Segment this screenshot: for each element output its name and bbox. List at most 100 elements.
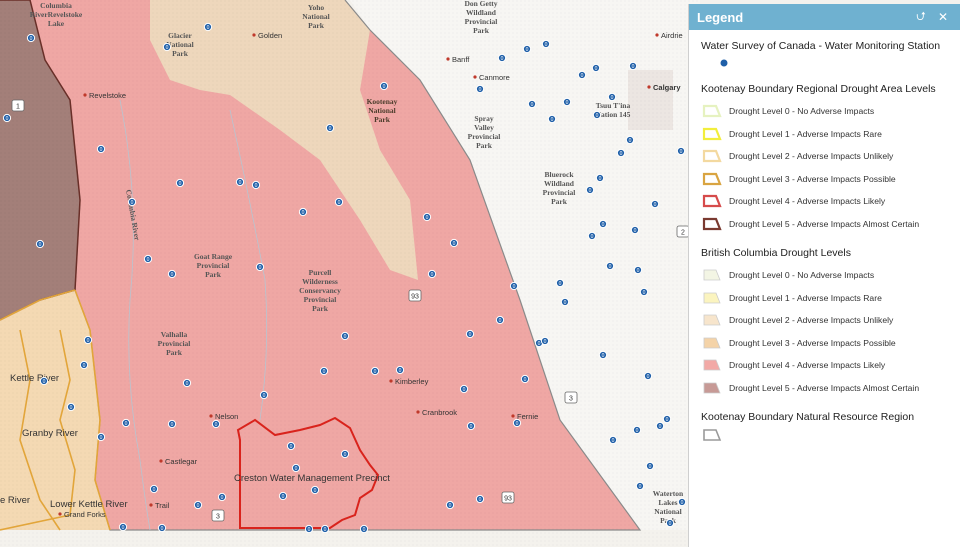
monitoring-station-marker[interactable]: 0: [167, 269, 177, 279]
monitoring-station-marker[interactable]: 0: [650, 199, 660, 209]
monitoring-station-marker[interactable]: 0: [182, 378, 192, 388]
monitoring-station-marker[interactable]: 0: [35, 239, 45, 249]
monitoring-station-marker[interactable]: 0: [359, 524, 369, 534]
monitoring-station-marker[interactable]: 0: [83, 335, 93, 345]
monitoring-station-marker[interactable]: 0: [286, 441, 296, 451]
monitoring-station-marker[interactable]: 0: [379, 81, 389, 91]
monitoring-station-marker[interactable]: 0: [162, 42, 172, 52]
monitoring-station-marker[interactable]: 0: [427, 269, 437, 279]
monitoring-station-marker[interactable]: 0: [676, 146, 686, 156]
monitoring-station-marker[interactable]: 0: [605, 261, 615, 271]
monitoring-station-marker[interactable]: 0: [495, 315, 505, 325]
monitoring-station-marker[interactable]: 0: [633, 265, 643, 275]
monitoring-station-marker[interactable]: 0: [630, 225, 640, 235]
monitoring-station-marker[interactable]: 0: [665, 518, 675, 528]
monitoring-station-marker[interactable]: 0: [157, 523, 167, 533]
monitoring-station-marker[interactable]: 0: [167, 419, 177, 429]
monitoring-station-marker[interactable]: 0: [39, 376, 49, 386]
monitoring-station-marker[interactable]: 0: [616, 148, 626, 158]
monitoring-station-marker[interactable]: 0: [211, 419, 221, 429]
monitoring-station-marker[interactable]: 0: [278, 491, 288, 501]
monitoring-station-marker[interactable]: 0: [66, 402, 76, 412]
monitoring-station-marker[interactable]: 0: [26, 33, 36, 43]
monitoring-station-marker[interactable]: 0: [2, 113, 12, 123]
monitoring-station-marker[interactable]: 0: [522, 44, 532, 54]
monitoring-station-marker[interactable]: 0: [465, 329, 475, 339]
monitoring-station-marker[interactable]: 0: [512, 418, 522, 428]
monitoring-station-marker[interactable]: 0: [475, 494, 485, 504]
monitoring-station-marker[interactable]: 0: [560, 297, 570, 307]
monitoring-station-marker[interactable]: 0: [445, 500, 455, 510]
monitoring-station-marker[interactable]: 0: [193, 500, 203, 510]
monitoring-station-marker[interactable]: 0: [325, 123, 335, 133]
monitoring-station-marker[interactable]: 0: [607, 92, 617, 102]
monitoring-station-marker[interactable]: 0: [334, 197, 344, 207]
monitoring-station-marker[interactable]: 0: [79, 360, 89, 370]
monitoring-station-marker[interactable]: 0: [577, 70, 587, 80]
monitoring-station-marker[interactable]: 0: [547, 114, 557, 124]
monitoring-station-marker[interactable]: 0: [422, 212, 432, 222]
monitoring-station-marker[interactable]: 0: [662, 414, 672, 424]
monitoring-station-marker[interactable]: 0: [127, 197, 137, 207]
monitoring-station-marker[interactable]: 0: [520, 374, 530, 384]
monitoring-station-marker[interactable]: 0: [635, 481, 645, 491]
monitoring-station-marker[interactable]: 0: [259, 390, 269, 400]
columbia-river-line: [119, 99, 151, 531]
monitoring-station-marker[interactable]: 0: [96, 144, 106, 154]
monitoring-station-marker[interactable]: 0: [497, 53, 507, 63]
monitoring-station-marker[interactable]: 0: [96, 432, 106, 442]
svg-text:0: 0: [513, 284, 516, 290]
chevrons-up-icon[interactable]: ⮍: [916, 8, 926, 23]
monitoring-station-marker[interactable]: 0: [628, 61, 638, 71]
monitoring-station-marker[interactable]: 0: [608, 435, 618, 445]
monitoring-station-marker[interactable]: 0: [562, 97, 572, 107]
monitoring-station-marker[interactable]: 0: [540, 336, 550, 346]
highway-shield-hwy93b: 93: [501, 491, 515, 504]
monitoring-station-marker[interactable]: 0: [639, 287, 649, 297]
monitoring-station-marker[interactable]: 0: [585, 185, 595, 195]
monitoring-station-marker[interactable]: 0: [395, 365, 405, 375]
monitoring-station-marker[interactable]: 0: [459, 384, 469, 394]
monitoring-station-marker[interactable]: 0: [625, 135, 635, 145]
monitoring-station-marker[interactable]: 0: [370, 366, 380, 376]
monitoring-station-marker[interactable]: 0: [598, 350, 608, 360]
monitoring-station-marker[interactable]: 0: [298, 207, 308, 217]
monitoring-station-marker[interactable]: 0: [319, 366, 329, 376]
monitoring-station-marker[interactable]: 0: [643, 371, 653, 381]
monitoring-station-marker[interactable]: 0: [304, 524, 314, 534]
monitoring-station-marker[interactable]: 0: [591, 63, 601, 73]
monitoring-station-marker[interactable]: 0: [340, 449, 350, 459]
monitoring-station-marker[interactable]: 0: [645, 461, 655, 471]
monitoring-station-marker[interactable]: 0: [149, 484, 159, 494]
monitoring-station-marker[interactable]: 0: [235, 177, 245, 187]
monitoring-station-marker[interactable]: 0: [251, 180, 261, 190]
monitoring-station-marker[interactable]: 0: [203, 22, 213, 32]
monitoring-station-marker[interactable]: 0: [475, 84, 485, 94]
monitoring-station-marker[interactable]: 0: [592, 110, 602, 120]
monitoring-station-marker[interactable]: 0: [509, 281, 519, 291]
legend-item-label: Drought Level 5 - Adverse Impacts Almost…: [729, 218, 920, 229]
monitoring-station-marker[interactable]: 0: [340, 331, 350, 341]
monitoring-station-marker[interactable]: 0: [555, 278, 565, 288]
monitoring-station-marker[interactable]: 0: [449, 238, 459, 248]
monitoring-station-marker[interactable]: 0: [255, 262, 265, 272]
close-icon[interactable]: ✕: [937, 10, 949, 24]
monitoring-station-marker[interactable]: 0: [291, 463, 301, 473]
monitoring-station-marker[interactable]: 0: [598, 219, 608, 229]
monitoring-station-marker[interactable]: 0: [217, 492, 227, 502]
monitoring-station-marker[interactable]: 0: [466, 421, 476, 431]
monitoring-station-marker[interactable]: 0: [320, 524, 330, 534]
monitoring-station-marker[interactable]: 0: [175, 178, 185, 188]
monitoring-station-marker[interactable]: 0: [541, 39, 551, 49]
svg-text:0: 0: [545, 42, 548, 48]
monitoring-station-marker[interactable]: 0: [595, 173, 605, 183]
monitoring-station-marker[interactable]: 0: [121, 418, 131, 428]
monitoring-station-marker[interactable]: 0: [527, 99, 537, 109]
monitoring-station-marker[interactable]: 0: [677, 497, 687, 507]
monitoring-station-marker[interactable]: 0: [118, 522, 128, 532]
monitoring-station-marker[interactable]: 0: [655, 421, 665, 431]
monitoring-station-marker[interactable]: 0: [143, 254, 153, 264]
monitoring-station-marker[interactable]: 0: [632, 425, 642, 435]
monitoring-station-marker[interactable]: 0: [310, 485, 320, 495]
monitoring-station-marker[interactable]: 0: [587, 231, 597, 241]
